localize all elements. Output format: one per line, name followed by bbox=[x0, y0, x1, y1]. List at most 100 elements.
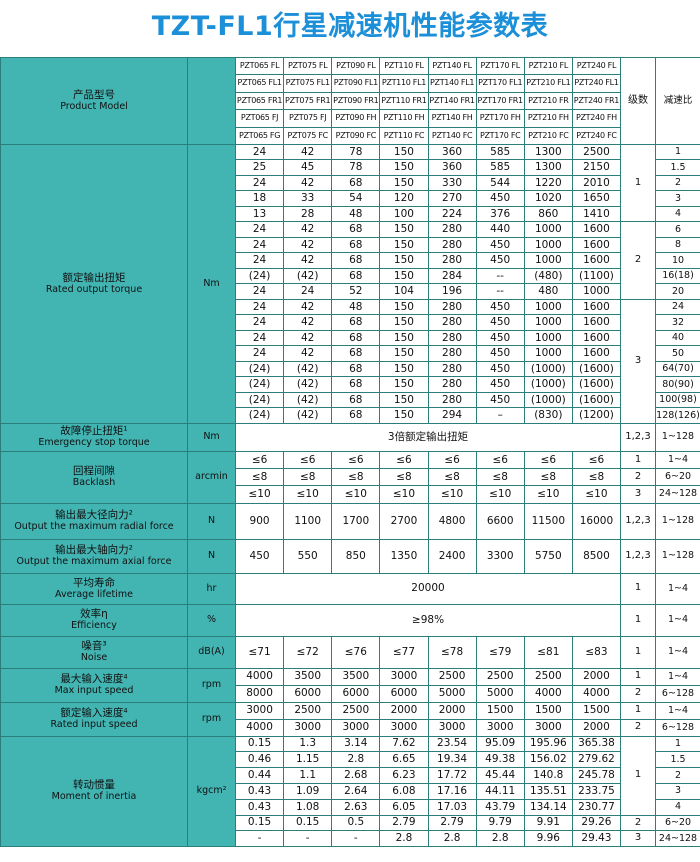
value: 42 bbox=[283, 298, 333, 316]
stage: 2 bbox=[620, 221, 656, 300]
value: 1000 bbox=[523, 236, 573, 254]
value: ≤6 bbox=[523, 450, 573, 470]
unit: dB(A) bbox=[187, 635, 236, 669]
model-name: PZT170 FR1 bbox=[475, 91, 525, 111]
unit: Nm bbox=[187, 422, 236, 452]
value: (24) bbox=[234, 407, 285, 424]
unit: N bbox=[187, 538, 236, 574]
value: 6.65 bbox=[379, 751, 429, 769]
value: 3000 bbox=[234, 701, 285, 720]
value: ≤78 bbox=[427, 635, 477, 669]
value: 140.8 bbox=[523, 767, 573, 784]
label-cn: 转动惯量 bbox=[73, 779, 115, 792]
stage: 1,2,3 bbox=[620, 422, 656, 452]
label-cn: 效率η bbox=[80, 608, 108, 621]
value: 1000 bbox=[523, 252, 573, 269]
model-name: PZT210 FL bbox=[523, 56, 573, 76]
value: 2500 bbox=[523, 667, 573, 686]
value: 45 bbox=[283, 159, 333, 176]
ratio: 1 bbox=[655, 143, 700, 161]
value: 1300 bbox=[523, 143, 573, 161]
data-row: 最大输入速度⁴ Max input speed rpm 4000 3500 3500 300… bbox=[0, 667, 700, 703]
value: 43.79 bbox=[475, 798, 525, 816]
value: 6600 bbox=[475, 502, 525, 540]
value: 78 bbox=[331, 159, 381, 176]
model-name: PZT090 FL1 bbox=[331, 74, 381, 93]
value: 1.3 bbox=[283, 735, 333, 753]
label-en: Emergency stop torque bbox=[38, 437, 150, 449]
label-cn: 最大输入速度⁴ bbox=[60, 673, 128, 686]
model-name: PZT140 FH bbox=[427, 109, 477, 128]
ratio: 8 bbox=[655, 236, 700, 254]
label-en: Efficiency bbox=[71, 620, 117, 632]
value: 42 bbox=[283, 143, 333, 161]
data-row: 0.43 1.09 2.64 6.08 17.16 44.11 135.51 233.75 3 bbox=[1, 782, 700, 800]
value: 9.91 bbox=[523, 814, 573, 832]
value: 44.11 bbox=[475, 782, 525, 800]
value: 230.77 bbox=[571, 798, 622, 816]
value: 3500 bbox=[283, 667, 333, 686]
value: 42 bbox=[283, 221, 333, 238]
unit: % bbox=[187, 603, 236, 637]
model-name: PZT075 FC bbox=[283, 126, 333, 145]
model-name: PZT140 FL1 bbox=[427, 74, 477, 93]
row-label: 回程间隙 Backlash bbox=[0, 450, 188, 504]
value: 2000 bbox=[427, 701, 477, 720]
value: 68 bbox=[331, 345, 381, 362]
value: ≤79 bbox=[475, 635, 525, 669]
value: 280 bbox=[427, 221, 477, 238]
model-name: PZT090 FR1 bbox=[331, 91, 381, 111]
value: 25 bbox=[234, 159, 285, 176]
value: 2.8 bbox=[427, 830, 477, 848]
data-row: 故障停止扭矩¹ Emergency stop torque Nm 3倍额定输出扭矩 1,… bbox=[0, 422, 700, 452]
value: 24 bbox=[234, 345, 285, 362]
value: 42 bbox=[283, 236, 333, 254]
value: ≤77 bbox=[379, 635, 429, 669]
value: ≤10 bbox=[475, 485, 525, 504]
stage: 2 bbox=[620, 718, 656, 737]
model-name: PZT090 FH bbox=[331, 109, 381, 128]
value: 585 bbox=[475, 143, 525, 161]
value: 450 bbox=[475, 236, 525, 254]
model-name: PZT170 FL bbox=[475, 56, 525, 76]
value: 2010 bbox=[571, 174, 622, 192]
value: 150 bbox=[379, 298, 429, 316]
value: 24 bbox=[234, 143, 285, 161]
value: 68 bbox=[331, 360, 381, 378]
value: 1500 bbox=[523, 701, 573, 720]
value: 9.79 bbox=[475, 814, 525, 832]
value: 24 bbox=[234, 174, 285, 192]
value: 585 bbox=[475, 159, 525, 176]
label-en: Noise bbox=[80, 652, 108, 664]
stage: 1 bbox=[620, 450, 656, 470]
model-name: PZT065 FR1 bbox=[234, 91, 285, 111]
data-row: 24 42 68 150 280 450 1000 1600 40 bbox=[1, 329, 700, 347]
value: 68 bbox=[331, 391, 381, 409]
value: ≤83 bbox=[571, 635, 622, 669]
value: 1220 bbox=[523, 174, 573, 192]
value: 6.05 bbox=[379, 798, 429, 816]
value: -- bbox=[475, 267, 525, 285]
merged-value: 3倍额定输出扭矩 bbox=[235, 422, 621, 452]
value: (480) bbox=[523, 267, 573, 285]
ratio: 6~20 bbox=[655, 814, 700, 832]
value: 23.54 bbox=[427, 735, 477, 753]
label-en: Output the maximum radial force bbox=[14, 521, 174, 533]
value: 42 bbox=[283, 174, 333, 192]
value: 48 bbox=[331, 298, 381, 316]
data-row: 0.44 1.1 2.68 6.23 17.72 45.44 140.8 245.78 2 bbox=[1, 767, 700, 784]
value: 7.62 bbox=[379, 735, 429, 753]
value: 2500 bbox=[283, 701, 333, 720]
model-name: PZT065 FL1 bbox=[234, 74, 285, 93]
value: 16000 bbox=[571, 502, 622, 540]
value: 3000 bbox=[379, 718, 429, 737]
value: 1600 bbox=[571, 314, 622, 331]
model-name: PZT240 FL bbox=[571, 56, 622, 76]
value: 1410 bbox=[571, 205, 622, 223]
value: 1600 bbox=[571, 221, 622, 238]
value: 6000 bbox=[331, 684, 381, 703]
value: 294 bbox=[427, 407, 477, 424]
data-row: 24 42 68 150 280 450 1000 1600 50 bbox=[1, 345, 700, 362]
label-en: Backlash bbox=[72, 477, 116, 489]
value: 2000 bbox=[571, 667, 622, 686]
